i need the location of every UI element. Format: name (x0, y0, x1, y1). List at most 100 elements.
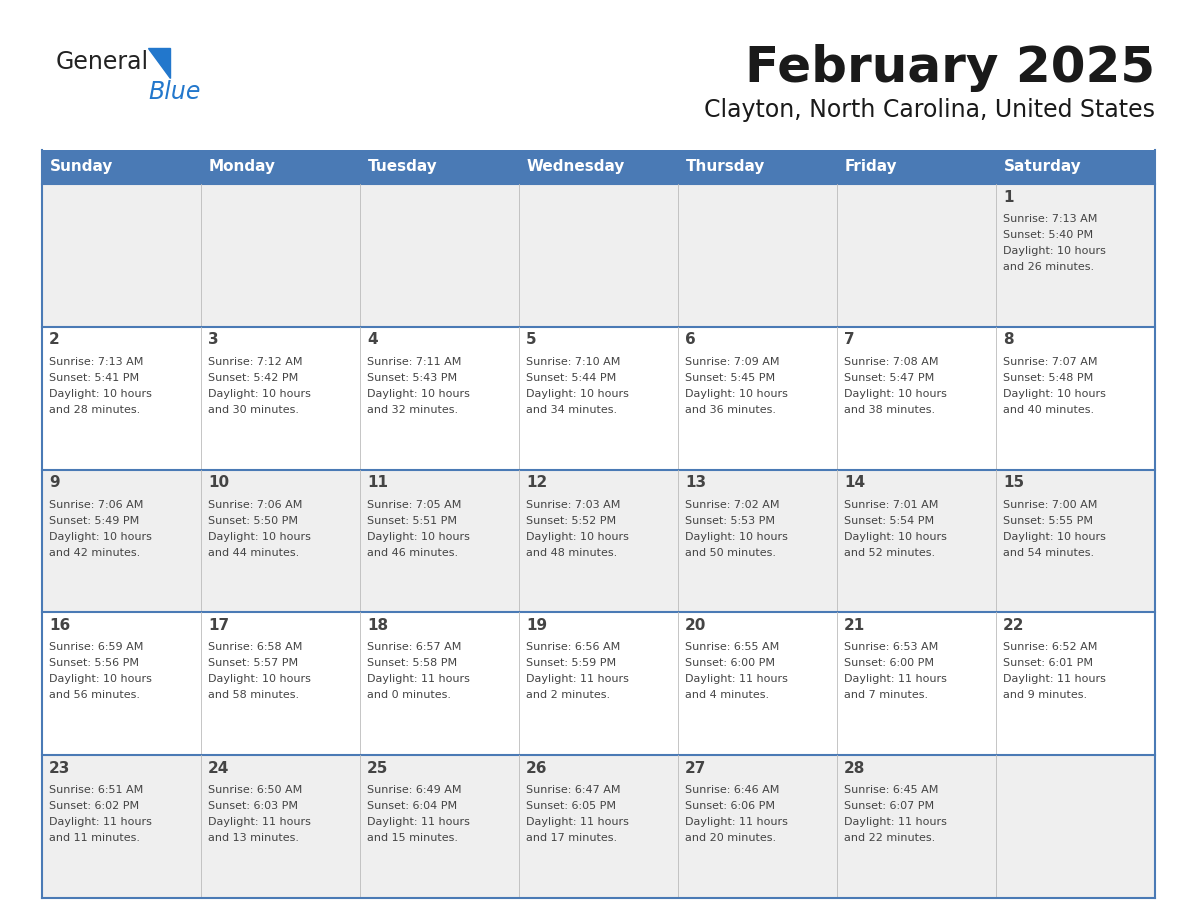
Text: Sunrise: 6:51 AM: Sunrise: 6:51 AM (49, 785, 144, 795)
Text: Sunrise: 6:45 AM: Sunrise: 6:45 AM (843, 785, 939, 795)
Text: Sunset: 6:01 PM: Sunset: 6:01 PM (1003, 658, 1093, 668)
Text: Clayton, North Carolina, United States: Clayton, North Carolina, United States (704, 98, 1155, 122)
Text: Daylight: 11 hours: Daylight: 11 hours (526, 675, 628, 685)
Text: and 48 minutes.: and 48 minutes. (526, 548, 618, 557)
Text: and 9 minutes.: and 9 minutes. (1003, 690, 1087, 700)
Text: 9: 9 (49, 476, 59, 490)
Text: Sunset: 6:06 PM: Sunset: 6:06 PM (685, 801, 775, 812)
Text: Daylight: 10 hours: Daylight: 10 hours (685, 532, 788, 542)
Text: and 50 minutes.: and 50 minutes. (685, 548, 776, 557)
Text: Daylight: 10 hours: Daylight: 10 hours (843, 389, 947, 398)
Text: February 2025: February 2025 (745, 44, 1155, 92)
Text: Sunrise: 6:56 AM: Sunrise: 6:56 AM (526, 643, 620, 653)
Text: and 58 minutes.: and 58 minutes. (208, 690, 299, 700)
Text: Sunrise: 6:59 AM: Sunrise: 6:59 AM (49, 643, 144, 653)
Text: 5: 5 (526, 332, 537, 347)
Text: 16: 16 (49, 618, 70, 633)
Text: Daylight: 10 hours: Daylight: 10 hours (49, 532, 152, 542)
Text: Sunset: 5:57 PM: Sunset: 5:57 PM (208, 658, 298, 668)
Text: Sunrise: 7:12 AM: Sunrise: 7:12 AM (208, 357, 303, 367)
Bar (360, 150, 519, 184)
Bar (201, 150, 360, 184)
Bar (42, 184, 1155, 327)
Text: Sunrise: 7:11 AM: Sunrise: 7:11 AM (367, 357, 461, 367)
Text: Friday: Friday (845, 160, 898, 174)
Text: Thursday: Thursday (685, 160, 765, 174)
Text: and 17 minutes.: and 17 minutes. (526, 834, 617, 844)
Text: and 0 minutes.: and 0 minutes. (367, 690, 451, 700)
Text: Daylight: 11 hours: Daylight: 11 hours (526, 817, 628, 827)
Text: Daylight: 10 hours: Daylight: 10 hours (1003, 532, 1106, 542)
Text: Sunset: 6:05 PM: Sunset: 6:05 PM (526, 801, 617, 812)
Text: Daylight: 10 hours: Daylight: 10 hours (208, 675, 311, 685)
Text: Daylight: 10 hours: Daylight: 10 hours (843, 532, 947, 542)
Text: 1: 1 (1003, 189, 1013, 205)
Text: and 26 minutes.: and 26 minutes. (1003, 262, 1094, 272)
Text: Sunset: 6:02 PM: Sunset: 6:02 PM (49, 801, 139, 812)
Text: and 46 minutes.: and 46 minutes. (367, 548, 459, 557)
Text: Daylight: 11 hours: Daylight: 11 hours (685, 675, 788, 685)
Text: Sunset: 5:42 PM: Sunset: 5:42 PM (208, 373, 298, 383)
Text: 26: 26 (526, 761, 548, 776)
Text: Sunrise: 7:09 AM: Sunrise: 7:09 AM (685, 357, 779, 367)
Text: Daylight: 10 hours: Daylight: 10 hours (49, 389, 152, 398)
Text: Daylight: 10 hours: Daylight: 10 hours (1003, 246, 1106, 256)
Text: and 15 minutes.: and 15 minutes. (367, 834, 459, 844)
Text: Saturday: Saturday (1004, 160, 1082, 174)
Bar (678, 150, 838, 184)
Text: and 42 minutes.: and 42 minutes. (49, 548, 140, 557)
Text: Monday: Monday (209, 160, 276, 174)
Text: 6: 6 (685, 332, 696, 347)
Bar (42, 470, 1155, 612)
Text: Sunrise: 7:07 AM: Sunrise: 7:07 AM (1003, 357, 1098, 367)
Text: Sunset: 5:43 PM: Sunset: 5:43 PM (367, 373, 457, 383)
Text: and 56 minutes.: and 56 minutes. (49, 690, 140, 700)
Text: Tuesday: Tuesday (368, 160, 437, 174)
Text: Sunset: 6:04 PM: Sunset: 6:04 PM (367, 801, 457, 812)
Text: Sunrise: 7:02 AM: Sunrise: 7:02 AM (685, 499, 779, 509)
Text: Sunset: 5:48 PM: Sunset: 5:48 PM (1003, 373, 1093, 383)
Text: Daylight: 10 hours: Daylight: 10 hours (526, 389, 628, 398)
Text: 20: 20 (685, 618, 707, 633)
Text: and 40 minutes.: and 40 minutes. (1003, 405, 1094, 415)
Text: Daylight: 10 hours: Daylight: 10 hours (367, 532, 470, 542)
Text: Sunset: 5:51 PM: Sunset: 5:51 PM (367, 516, 457, 526)
Text: 15: 15 (1003, 476, 1024, 490)
Text: Daylight: 11 hours: Daylight: 11 hours (843, 817, 947, 827)
Text: Sunset: 5:56 PM: Sunset: 5:56 PM (49, 658, 139, 668)
Text: and 36 minutes.: and 36 minutes. (685, 405, 776, 415)
Text: and 38 minutes.: and 38 minutes. (843, 405, 935, 415)
Text: Sunset: 5:49 PM: Sunset: 5:49 PM (49, 516, 139, 526)
Text: and 11 minutes.: and 11 minutes. (49, 834, 140, 844)
Text: 7: 7 (843, 332, 854, 347)
Text: Sunrise: 6:55 AM: Sunrise: 6:55 AM (685, 643, 779, 653)
Text: Daylight: 11 hours: Daylight: 11 hours (1003, 675, 1106, 685)
Text: Sunset: 5:53 PM: Sunset: 5:53 PM (685, 516, 775, 526)
Text: Sunrise: 6:53 AM: Sunrise: 6:53 AM (843, 643, 939, 653)
Text: Daylight: 11 hours: Daylight: 11 hours (685, 817, 788, 827)
Bar (42, 612, 1155, 756)
Text: Sunset: 5:45 PM: Sunset: 5:45 PM (685, 373, 775, 383)
Text: Sunrise: 7:06 AM: Sunrise: 7:06 AM (49, 499, 144, 509)
Text: Sunset: 6:03 PM: Sunset: 6:03 PM (208, 801, 298, 812)
Text: 4: 4 (367, 332, 378, 347)
Text: and 28 minutes.: and 28 minutes. (49, 405, 140, 415)
Text: 22: 22 (1003, 618, 1024, 633)
Text: Daylight: 10 hours: Daylight: 10 hours (526, 532, 628, 542)
Text: Sunrise: 7:10 AM: Sunrise: 7:10 AM (526, 357, 620, 367)
Text: 10: 10 (208, 476, 229, 490)
Bar (996, 150, 1155, 184)
Text: Daylight: 11 hours: Daylight: 11 hours (208, 817, 311, 827)
Text: and 20 minutes.: and 20 minutes. (685, 834, 776, 844)
Text: 18: 18 (367, 618, 388, 633)
Text: and 52 minutes.: and 52 minutes. (843, 548, 935, 557)
Bar (42, 756, 1155, 898)
Text: Daylight: 10 hours: Daylight: 10 hours (49, 675, 152, 685)
Text: Sunrise: 7:00 AM: Sunrise: 7:00 AM (1003, 499, 1098, 509)
Text: Daylight: 11 hours: Daylight: 11 hours (49, 817, 152, 827)
Text: Sunrise: 7:13 AM: Sunrise: 7:13 AM (49, 357, 144, 367)
Bar (42, 327, 1155, 470)
Text: Sunset: 5:54 PM: Sunset: 5:54 PM (843, 516, 934, 526)
Bar (42, 150, 201, 184)
Text: Sunrise: 7:05 AM: Sunrise: 7:05 AM (367, 499, 461, 509)
